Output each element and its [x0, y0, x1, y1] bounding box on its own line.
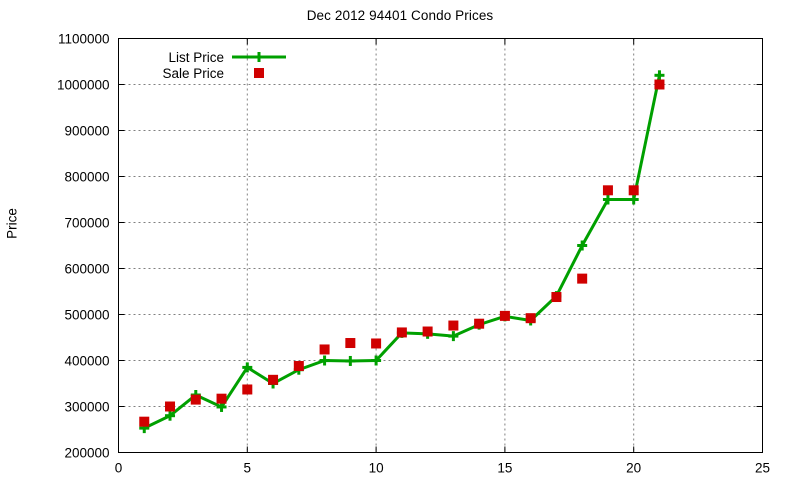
square-marker — [242, 384, 253, 395]
series-sale-price — [139, 79, 665, 427]
square-marker — [474, 318, 485, 329]
square-marker — [345, 338, 356, 349]
x-axis-ticks: 0 5 10 15 20 25 — [115, 38, 770, 476]
square-marker — [216, 393, 227, 404]
y-tick-label: 1100000 — [58, 32, 110, 47]
y-tick-label: 800000 — [64, 170, 109, 185]
square-marker — [268, 374, 279, 385]
y-axis-ticks: 200000 300000 400000 500000 600000 700000 8000… — [57, 32, 763, 461]
square-marker — [448, 320, 459, 331]
legend-marker-sample — [254, 68, 264, 78]
series-line — [143, 74, 661, 430]
square-marker — [551, 292, 562, 303]
legend-label: List Price — [168, 50, 224, 65]
x-tick-label: 10 — [369, 461, 384, 476]
y-tick-label: 1000000 — [57, 78, 110, 93]
square-marker — [319, 344, 330, 355]
legend-label: Sale Price — [162, 66, 224, 81]
y-tick-label: 600000 — [64, 262, 109, 277]
series-list-price — [139, 70, 665, 434]
grid-lines — [118, 38, 763, 453]
square-marker — [628, 185, 639, 196]
y-tick-label: 700000 — [64, 216, 109, 231]
square-marker — [371, 338, 382, 349]
x-tick-label: 25 — [755, 461, 770, 476]
data-series — [139, 70, 665, 434]
square-marker — [499, 310, 510, 321]
x-tick-label: 0 — [115, 461, 123, 476]
square-marker — [602, 185, 613, 196]
square-marker — [190, 394, 201, 405]
square-marker — [396, 327, 407, 338]
square-marker — [139, 416, 150, 427]
x-tick-label: 15 — [497, 461, 512, 476]
square-marker — [654, 79, 665, 90]
square-marker — [293, 361, 304, 372]
x-tick-label: 5 — [244, 461, 252, 476]
y-tick-label: 500000 — [64, 308, 109, 323]
chart-title: Dec 2012 94401 Condo Prices — [306, 8, 494, 23]
x-tick-label: 20 — [626, 461, 641, 476]
square-marker — [165, 401, 176, 412]
square-marker — [525, 313, 536, 324]
y-tick-label: 200000 — [64, 446, 109, 461]
square-marker — [422, 326, 433, 337]
square-marker — [577, 273, 588, 284]
y-tick-label: 900000 — [64, 124, 109, 139]
y-tick-label: 400000 — [64, 354, 109, 369]
y-tick-label: 300000 — [64, 400, 109, 415]
plot-border — [118, 38, 763, 453]
